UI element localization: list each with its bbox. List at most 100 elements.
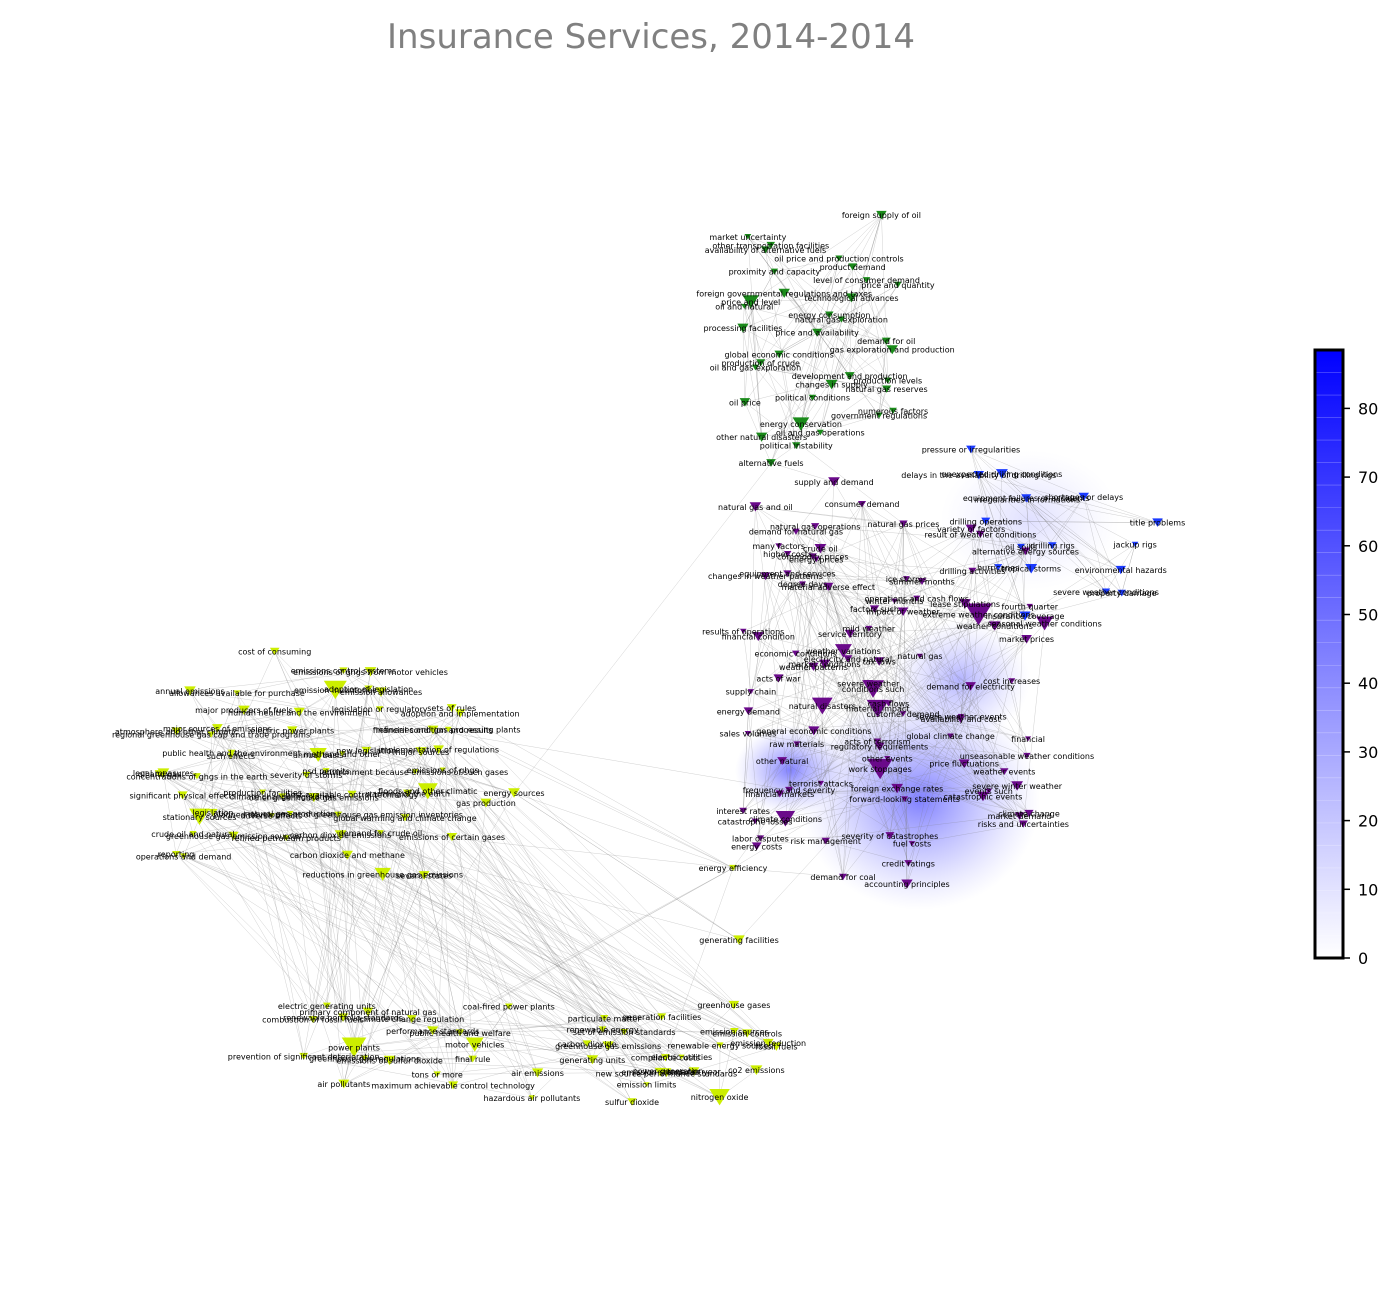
node-marker[interactable] bbox=[207, 731, 215, 738]
node-marker[interactable] bbox=[716, 1042, 724, 1049]
node-marker[interactable] bbox=[172, 850, 180, 858]
node-marker[interactable] bbox=[843, 655, 853, 663]
node-marker[interactable] bbox=[770, 268, 779, 275]
node-marker[interactable] bbox=[783, 551, 792, 557]
node-marker[interactable] bbox=[347, 790, 357, 799]
node-marker[interactable] bbox=[741, 1029, 753, 1038]
node-marker[interactable] bbox=[904, 860, 913, 867]
node-marker[interactable] bbox=[334, 811, 342, 818]
node-marker[interactable] bbox=[411, 769, 419, 775]
node-marker[interactable] bbox=[1048, 542, 1057, 550]
node-marker[interactable] bbox=[744, 234, 752, 240]
node-marker[interactable] bbox=[883, 377, 892, 384]
node-marker[interactable] bbox=[400, 814, 410, 822]
node-marker[interactable] bbox=[958, 759, 970, 769]
node-marker[interactable] bbox=[818, 659, 831, 669]
node-marker[interactable] bbox=[361, 746, 372, 755]
node-marker[interactable] bbox=[184, 686, 196, 696]
node-marker[interactable] bbox=[750, 1065, 763, 1075]
node-marker[interactable] bbox=[897, 607, 909, 616]
node-marker[interactable] bbox=[965, 524, 977, 534]
node-marker[interactable] bbox=[873, 657, 885, 666]
node-marker[interactable] bbox=[678, 1054, 685, 1060]
node-marker[interactable] bbox=[531, 1068, 544, 1078]
node-marker[interactable] bbox=[643, 1082, 650, 1088]
node-marker[interactable] bbox=[1115, 565, 1126, 575]
node-marker[interactable] bbox=[739, 628, 747, 634]
node-marker[interactable] bbox=[755, 432, 768, 442]
node-marker[interactable] bbox=[862, 277, 871, 284]
node-marker[interactable] bbox=[528, 1095, 536, 1101]
node-marker[interactable] bbox=[468, 1055, 478, 1063]
node-marker[interactable] bbox=[278, 793, 287, 800]
node-marker[interactable] bbox=[792, 417, 810, 431]
node-marker[interactable] bbox=[1021, 634, 1032, 644]
node-marker[interactable] bbox=[455, 1029, 465, 1037]
node-marker[interactable] bbox=[839, 873, 847, 881]
node-marker[interactable] bbox=[857, 500, 867, 508]
node-marker[interactable] bbox=[875, 412, 883, 419]
node-marker[interactable] bbox=[375, 687, 387, 697]
node-marker[interactable] bbox=[233, 690, 241, 696]
node-marker[interactable] bbox=[739, 807, 747, 814]
node-marker[interactable] bbox=[709, 1089, 730, 1106]
node-marker[interactable] bbox=[302, 771, 311, 779]
node-marker[interactable] bbox=[908, 841, 916, 847]
node-marker[interactable] bbox=[1024, 809, 1034, 818]
node-marker[interactable] bbox=[627, 1098, 637, 1106]
node-marker[interactable] bbox=[811, 697, 833, 715]
node-marker[interactable] bbox=[417, 783, 438, 800]
node-marker[interactable] bbox=[778, 288, 790, 298]
node-marker[interactable] bbox=[808, 394, 817, 401]
node-marker[interactable] bbox=[947, 733, 954, 739]
node-marker[interactable] bbox=[322, 768, 330, 774]
node-marker[interactable] bbox=[760, 572, 771, 581]
node-marker[interactable] bbox=[844, 372, 855, 381]
node-marker[interactable] bbox=[1018, 820, 1028, 828]
node-marker[interactable] bbox=[766, 459, 776, 467]
node-marker[interactable] bbox=[661, 1070, 671, 1078]
node-marker[interactable] bbox=[902, 576, 910, 582]
node-marker[interactable] bbox=[377, 830, 384, 836]
node-marker[interactable] bbox=[985, 788, 993, 794]
node-marker[interactable] bbox=[308, 1016, 318, 1024]
node-marker[interactable] bbox=[917, 578, 927, 585]
node-marker[interactable] bbox=[825, 379, 838, 390]
node-marker[interactable] bbox=[894, 281, 902, 288]
node-marker[interactable] bbox=[439, 767, 446, 773]
node-marker[interactable] bbox=[465, 1037, 484, 1052]
node-marker[interactable] bbox=[899, 711, 907, 717]
node-marker[interactable] bbox=[823, 582, 834, 591]
node-marker[interactable] bbox=[309, 748, 327, 762]
node-marker[interactable] bbox=[837, 316, 846, 323]
node-marker[interactable] bbox=[323, 680, 347, 700]
node-marker[interactable] bbox=[189, 808, 210, 826]
node-marker[interactable] bbox=[508, 788, 520, 798]
node-marker[interactable] bbox=[783, 570, 792, 577]
node-marker[interactable] bbox=[660, 1054, 670, 1062]
node-marker[interactable] bbox=[282, 835, 290, 841]
node-marker[interactable] bbox=[775, 810, 796, 827]
node-marker[interactable] bbox=[828, 477, 840, 487]
node-marker[interactable] bbox=[881, 337, 891, 345]
node-marker[interactable] bbox=[752, 632, 764, 642]
node-marker[interactable] bbox=[1152, 518, 1163, 527]
node-marker[interactable] bbox=[729, 864, 737, 872]
node-marker[interactable] bbox=[848, 263, 858, 271]
node-marker[interactable] bbox=[739, 398, 751, 407]
node-marker[interactable] bbox=[816, 429, 824, 436]
node-marker[interactable] bbox=[889, 407, 897, 414]
node-marker[interactable] bbox=[299, 1052, 309, 1060]
node-marker[interactable] bbox=[227, 749, 236, 756]
node-marker[interactable] bbox=[1011, 781, 1024, 791]
node-marker[interactable] bbox=[825, 311, 834, 319]
node-marker[interactable] bbox=[1131, 541, 1139, 547]
node-marker[interactable] bbox=[817, 780, 825, 786]
node-marker[interactable] bbox=[762, 1038, 774, 1048]
node-marker[interactable] bbox=[334, 830, 347, 840]
node-marker[interactable] bbox=[899, 520, 908, 528]
node-marker[interactable] bbox=[602, 1041, 614, 1051]
node-marker[interactable] bbox=[444, 726, 452, 733]
node-marker[interactable] bbox=[600, 1014, 609, 1022]
node-marker[interactable] bbox=[688, 1067, 700, 1076]
